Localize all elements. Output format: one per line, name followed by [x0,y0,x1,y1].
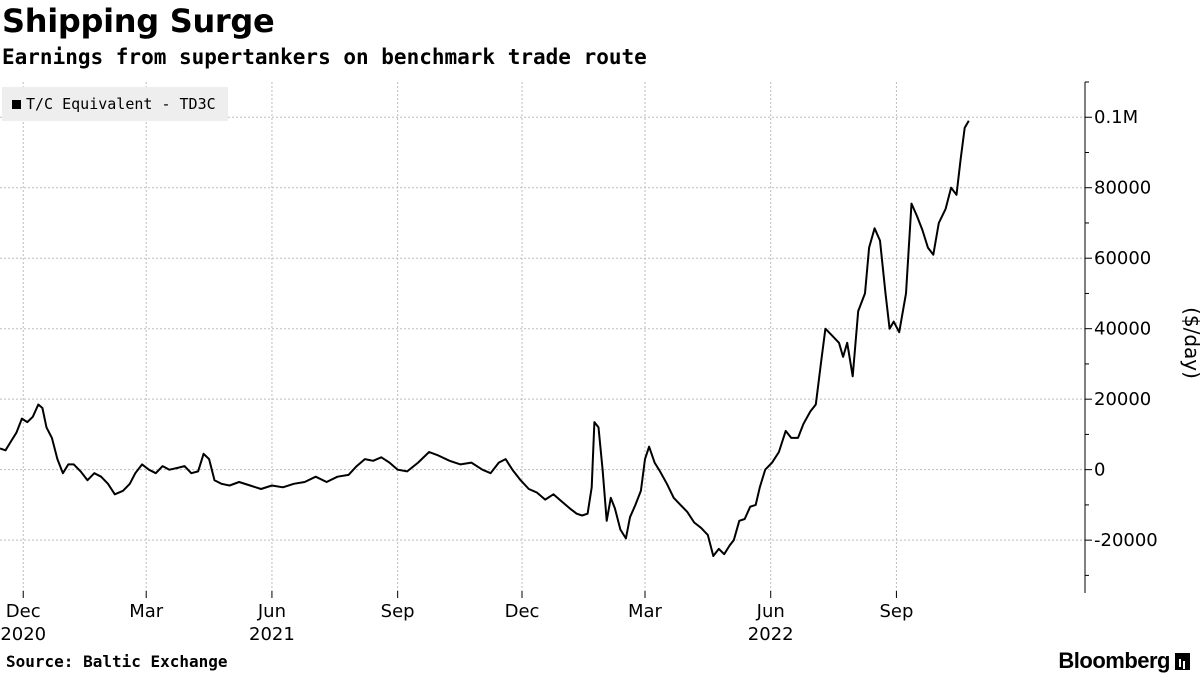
legend-swatch [12,99,21,109]
y-tick-label: 40000 [1094,319,1151,340]
x-tick-label: Sep [879,601,913,622]
y-tick-label: 80000 [1094,178,1151,199]
y-tick-label: -20000 [1094,530,1158,551]
chart-legend: T/C Equivalent - TD3C [2,87,228,121]
x-tick-label: Dec [505,601,540,622]
y-axis-title: ($/day) [1180,307,1200,379]
y-tick-label: 20000 [1094,389,1151,410]
y-tick-label: 60000 [1094,248,1151,269]
chart-title: Shipping Surge [2,2,275,40]
series-line-td3c [0,120,970,557]
x-year-label: 2020 [0,624,46,645]
x-tick-label: Jun [257,601,286,622]
x-year-label: 2021 [249,624,295,645]
legend-label: T/C Equivalent - TD3C [26,95,216,113]
x-year-label: 2022 [748,624,794,645]
x-tick-label: Mar [628,601,663,622]
x-tick-label: Dec [6,601,41,622]
axes: 0.1M800006000040000200000-20000Dec2020Ma… [0,81,1200,645]
bloomberg-mark-icon [1175,652,1190,670]
gridlines [0,82,1085,593]
source-note: Source: Baltic Exchange [6,652,228,671]
x-tick-label: Jun [756,601,785,622]
y-tick-label: 0.1M [1094,107,1138,128]
x-tick-label: Mar [129,601,164,622]
y-tick-label: 0 [1094,460,1105,481]
bloomberg-logo: Bloomberg [1058,648,1190,674]
x-tick-label: Sep [381,601,415,622]
brand-name: Bloomberg [1058,648,1170,673]
chart-subtitle: Earnings from supertankers on benchmark … [2,45,647,69]
